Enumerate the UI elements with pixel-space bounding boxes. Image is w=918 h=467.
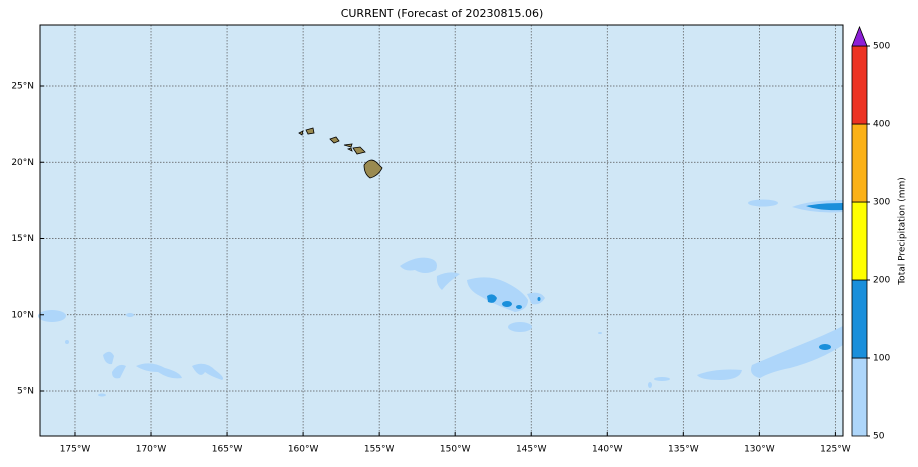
colorbar-label: Total Precipitation (mm)	[898, 177, 908, 286]
colorbar-tick-label: 100	[873, 354, 890, 364]
colorbar: 50 100 200 300 400 500	[851, 25, 890, 442]
x-tick-label: 155°W	[364, 445, 395, 455]
heavy-precipitation	[487, 203, 843, 350]
colorbar-tick-label: 400	[873, 120, 890, 130]
y-tick-label: 25°N	[11, 82, 34, 92]
x-tick-label: 145°W	[516, 445, 547, 455]
colorbar-tick-label: 50	[873, 432, 885, 442]
precipitation	[38, 199, 843, 397]
map-title: CURRENT (Forecast of 20230815.06)	[341, 7, 544, 20]
y-tick-label: 15°N	[11, 234, 34, 244]
y-tick-label: 5°N	[17, 387, 34, 397]
x-tick-label: 150°W	[440, 445, 471, 455]
colorbar-segment	[851, 201, 868, 281]
colorbar-extend	[851, 25, 868, 47]
x-tick-label: 125°W	[820, 445, 851, 455]
colorbar-segment	[851, 123, 868, 203]
colorbar-segment	[851, 45, 868, 125]
x-tick-label: 175°W	[60, 445, 91, 455]
colorbar-tick-label: 300	[873, 198, 890, 208]
x-tick-label: 160°W	[288, 445, 319, 455]
grid	[40, 25, 843, 436]
map-frame	[39, 24, 844, 437]
colorbar-segment	[851, 279, 868, 359]
x-tick-label: 140°W	[592, 445, 623, 455]
islands	[298, 127, 383, 179]
y-tick-label: 20°N	[11, 158, 34, 168]
colorbar-tick-label: 500	[873, 42, 890, 52]
x-tick-label: 135°W	[668, 445, 699, 455]
x-tick-label: 170°W	[136, 445, 167, 455]
x-tick-label: 165°W	[212, 445, 243, 455]
colorbar-segment	[851, 357, 868, 437]
ocean	[40, 25, 843, 436]
x-tick-label: 130°W	[744, 445, 775, 455]
y-tick-label: 10°N	[11, 310, 34, 320]
colorbar-tick-label: 200	[873, 276, 890, 286]
